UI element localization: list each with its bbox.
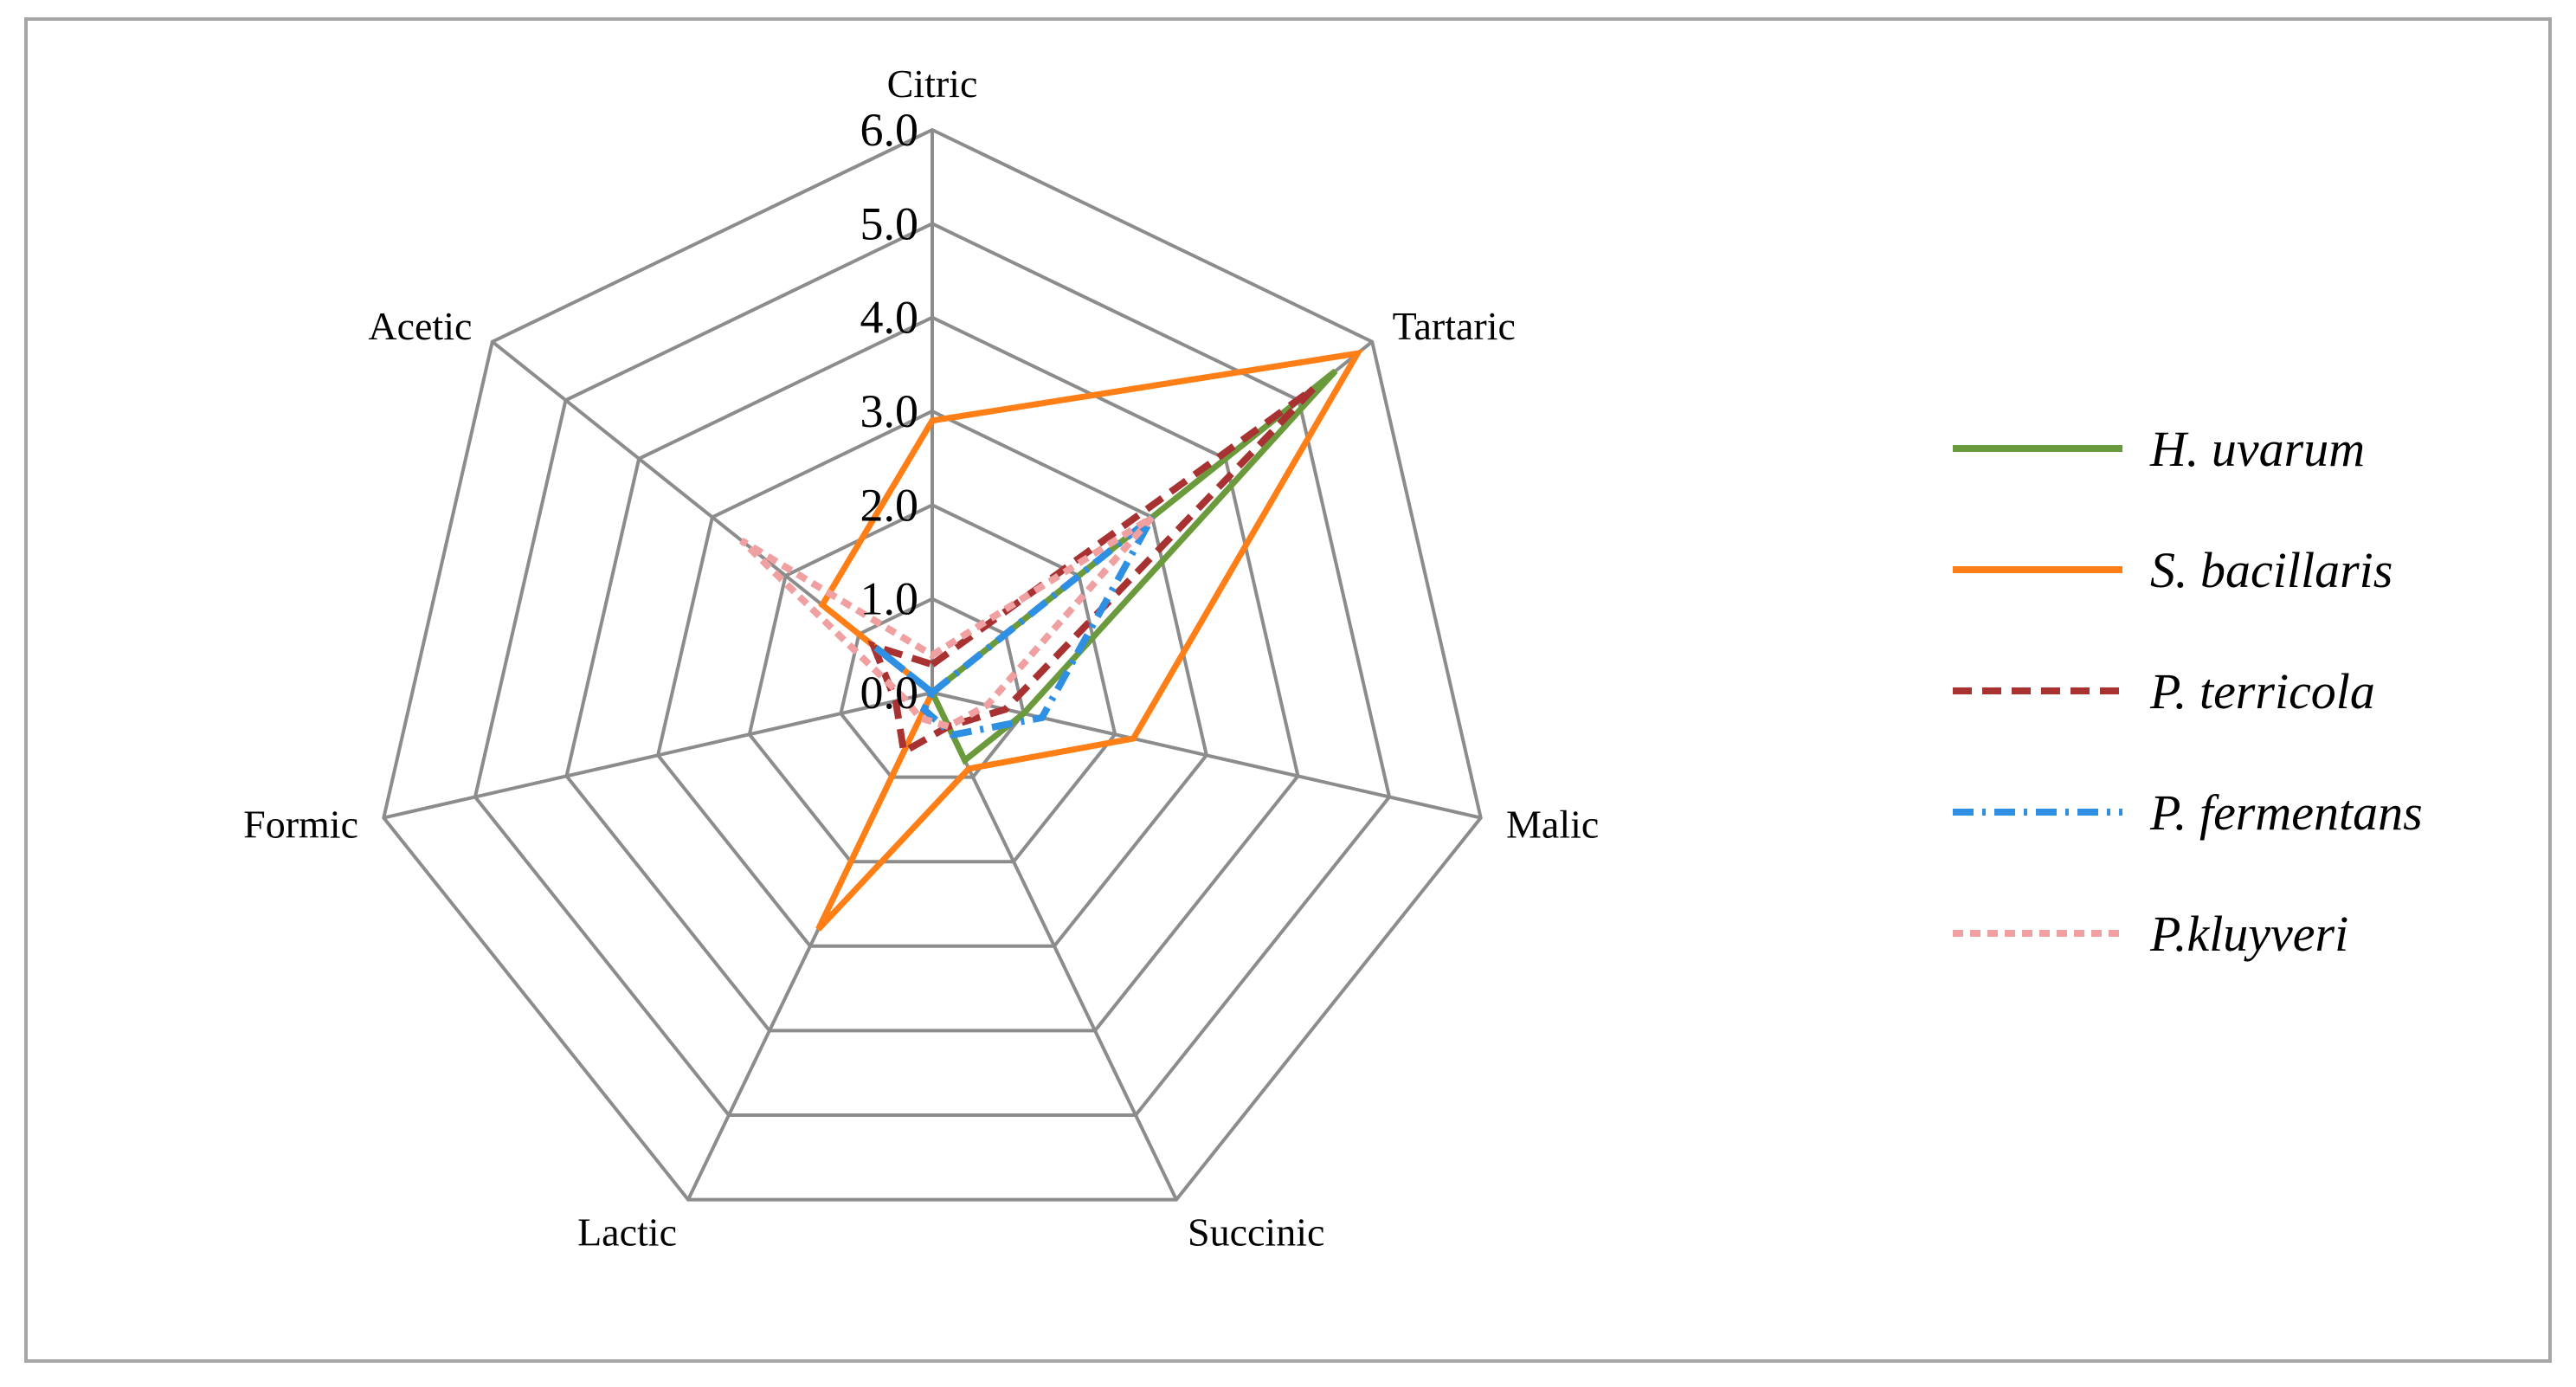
tick-label: 4.0: [860, 292, 919, 344]
tick-labels: 0.0 1.0 2.0 3.0 4.0 5.0 6.0: [860, 104, 919, 719]
chart-frame: [24, 17, 2552, 1363]
tick-label: 6.0: [860, 104, 919, 156]
series-line-p-kluyveri: [739, 514, 1156, 731]
grid-ring-5: [473, 222, 1392, 1117]
series-layer: [739, 349, 1364, 932]
category-label-formic: Formic: [243, 802, 358, 846]
tick-label: 0.0: [860, 667, 919, 719]
legend: H. uvarum S. bacillaris P. terricola P. fer…: [1953, 421, 2423, 962]
grid-ring-4: [564, 315, 1300, 1033]
grid-ring-2: [747, 503, 1117, 864]
category-label-tartaric: Tartaric: [1393, 304, 1516, 348]
legend-label: P. terricola: [2149, 663, 2375, 719]
tick-label: 1.0: [860, 573, 919, 625]
category-label-lactic: Lactic: [577, 1210, 677, 1255]
series-line-p-terricola: [867, 385, 1317, 758]
tick-label: 5.0: [860, 197, 919, 249]
tick-label: 2.0: [860, 479, 919, 531]
spoke-formic: [383, 691, 933, 820]
category-labels: Citric Tartaric Malic Succinic Lactic Formic A…: [243, 61, 1599, 1255]
tick-label: 3.0: [860, 385, 919, 437]
grid-ring-6: [382, 127, 1483, 1202]
series-line-p-fermentans: [871, 514, 1156, 739]
legend-label: H. uvarum: [2149, 421, 2365, 477]
spoke-succinic: [931, 692, 1178, 1201]
category-label-malic: Malic: [1506, 802, 1599, 846]
grid-ring-3: [655, 409, 1209, 948]
category-label-acetic: Acetic: [368, 304, 472, 348]
category-label-succinic: Succinic: [1188, 1210, 1324, 1255]
category-label-citric: Citric: [887, 61, 978, 106]
series-line-s-bacillaris: [815, 349, 1364, 932]
legend-label: P.kluyveri: [2149, 906, 2348, 962]
legend-label: S. bacillaris: [2150, 542, 2392, 598]
legend-label: P. fermentans: [2149, 784, 2423, 841]
